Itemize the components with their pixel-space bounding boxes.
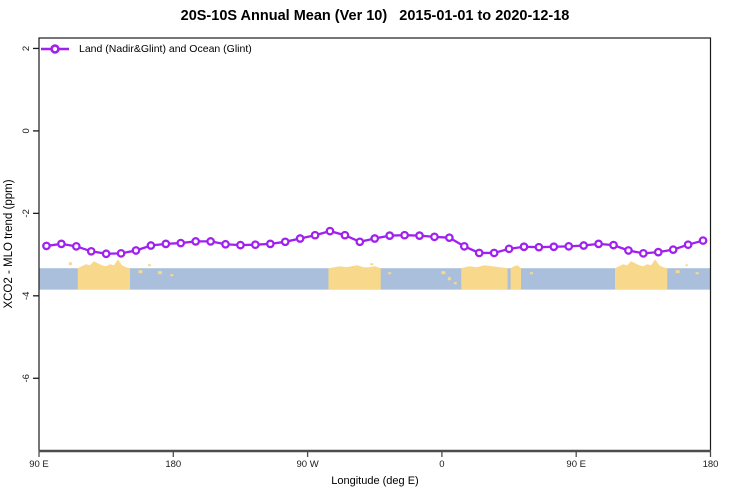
data-point-marker [519, 242, 529, 252]
data-point-marker [698, 236, 708, 245]
island-speck [441, 271, 446, 275]
y-tick-label: -4 [21, 292, 32, 300]
data-point-marker [534, 242, 544, 252]
data-point-marker [265, 239, 275, 249]
data-point-marker [430, 232, 439, 242]
x-tick-label: 180 [703, 459, 719, 470]
legend-marker-icon [41, 44, 69, 54]
data-point-marker [131, 246, 141, 255]
data-point-marker [355, 237, 365, 247]
data-point-marker [564, 241, 574, 251]
data-point-marker [251, 240, 260, 250]
data-point-marker [340, 230, 350, 240]
island-speck [453, 282, 457, 285]
y-tick-label: 0 [21, 128, 32, 133]
island-speck [68, 262, 72, 266]
data-point-marker [385, 231, 395, 240]
island-speck [370, 263, 374, 266]
land-patch-madagascar [510, 265, 521, 290]
data-point-marker [489, 248, 499, 258]
data-point-marker [236, 240, 245, 250]
data-point-marker [325, 226, 335, 236]
data-point-marker [609, 240, 618, 250]
data-point-marker [310, 230, 320, 240]
island-speck [170, 274, 174, 277]
data-point-marker [549, 242, 559, 252]
data-point-marker [176, 238, 186, 248]
data-point-marker [191, 237, 201, 246]
island-speck [447, 277, 451, 281]
data-point-marker [71, 241, 81, 251]
x-tick-label: 0 [439, 459, 444, 470]
data-point-marker [638, 249, 648, 258]
x-axis-label: Longitude (deg E) [331, 475, 419, 487]
legend: Land (Nadir&Glint) and Ocean (Glint) [40, 41, 252, 57]
x-tick-label: 90 E [29, 459, 49, 470]
data-point-marker [370, 234, 380, 243]
island-speck [388, 272, 392, 275]
x-tick-label: 180 [165, 459, 181, 470]
island-speck [685, 264, 688, 267]
island-speck [138, 270, 143, 274]
island-speck [157, 271, 162, 275]
data-point-marker [146, 241, 156, 250]
data-point-marker [295, 234, 305, 243]
land-patch-africa [461, 265, 508, 290]
data-point-marker [683, 240, 693, 250]
data-point-marker [415, 231, 424, 240]
land-patch-australia-wrap [614, 259, 668, 290]
data-point-marker [668, 245, 678, 254]
data-point-marker [161, 239, 171, 249]
data-point-marker [459, 241, 469, 251]
island-speck [147, 264, 151, 267]
legend-label: Land (Nadir&Glint) and Ocean (Glint) [79, 43, 252, 55]
data-point-marker [42, 241, 51, 251]
y-axis-label: XCO2 - MLO trend (ppm) [3, 179, 15, 309]
data-point-marker [579, 241, 589, 250]
plot-title: 20S-10S Annual Mean (Ver 10) 2015-01-01 … [180, 8, 570, 24]
land-patch-south-america [328, 265, 381, 290]
x-tick-label: 90 W [297, 459, 319, 470]
data-point-marker [445, 233, 454, 243]
data-point-marker [400, 230, 409, 240]
land-patch-australia [77, 259, 131, 290]
data-point-marker [280, 237, 290, 247]
y-tick-label: 2 [21, 46, 32, 51]
x-tick-label: 90 E [566, 459, 586, 470]
island-speck [675, 270, 680, 274]
data-point-marker [594, 239, 603, 249]
data-point-marker [57, 239, 66, 249]
data-point-marker [101, 249, 111, 259]
data-point-marker [504, 244, 514, 254]
island-speck [529, 272, 533, 275]
island-speck [695, 272, 699, 275]
data-point-marker [474, 248, 484, 258]
data-point-marker [221, 239, 230, 249]
data-point-marker [116, 249, 126, 258]
data-point-marker [86, 246, 96, 256]
y-tick-label: -2 [21, 209, 32, 217]
data-point-marker [206, 237, 215, 246]
y-tick-label: -6 [21, 374, 32, 382]
data-point-marker [653, 247, 663, 257]
data-point-marker [624, 246, 633, 255]
